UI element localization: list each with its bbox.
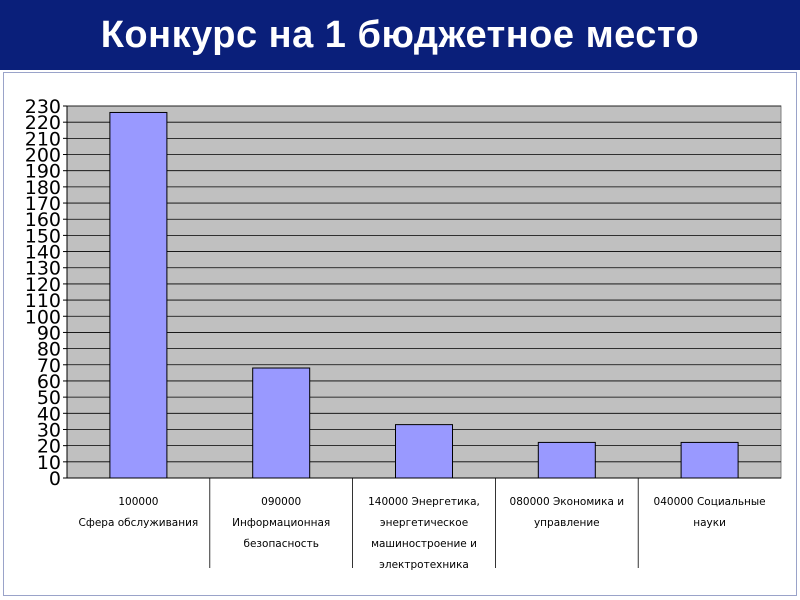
bar (109, 111, 168, 479)
x-tick-label: 140000 Энергетика, (368, 496, 480, 508)
y-tick-label: 180 (25, 177, 61, 199)
y-tick-label: 130 (25, 258, 61, 280)
bar (395, 424, 453, 479)
y-tick-label: 170 (25, 193, 61, 215)
x-tick-label: машиностроение и (371, 538, 477, 550)
bar-chart: 0102030405060708090100110120130140150160… (25, 96, 782, 571)
y-tick-label: 70 (37, 355, 61, 377)
y-tick-label: 200 (25, 145, 61, 167)
x-tick-label: безопасность (244, 538, 319, 550)
x-tick-label: 100000 (118, 496, 158, 508)
y-tick-label: 220 (25, 112, 61, 134)
y-tick-label: 110 (25, 290, 61, 312)
y-tick-label: 40 (37, 403, 61, 425)
bar (252, 367, 311, 479)
y-tick-label: 120 (25, 274, 61, 296)
y-tick-label: 0 (49, 468, 61, 490)
y-tick-label: 210 (25, 128, 61, 150)
y-tick-label: 100 (25, 306, 61, 328)
x-tick-label: Сфера обслуживания (79, 517, 199, 529)
y-tick-label: 60 (37, 371, 61, 393)
bar (680, 441, 739, 479)
x-tick-label: 040000 Социальные (654, 496, 766, 508)
y-tick-label: 140 (25, 242, 61, 264)
x-tick-label: энергетическое (380, 517, 468, 529)
chart-frame: 0 10 20 30 40 50 60 70 80 90 100 110 120 130 140 150 160… (3, 72, 797, 596)
y-tick-label: 20 (37, 436, 61, 458)
bar (537, 441, 596, 479)
x-tick-label: электротехника (379, 559, 469, 571)
y-tick-label: 30 (37, 419, 61, 441)
x-tick-label: Информационная (232, 517, 330, 529)
y-tick-label: 190 (25, 161, 61, 183)
x-tick-label: 080000 Экономика и (510, 496, 625, 508)
x-tick-label: науки (693, 517, 726, 529)
plot-area (66, 105, 782, 479)
page-title: Конкурс на 1 бюджетное место (100, 13, 700, 56)
x-tick-label: 090000 (261, 496, 301, 508)
y-tick-label: 90 (37, 322, 61, 344)
y-tick-label: 80 (37, 339, 61, 361)
y-tick-label: 230 (25, 96, 61, 118)
y-tick-label: 160 (25, 209, 61, 231)
y-tick-label: 50 (37, 387, 61, 409)
x-tick-label: управление (534, 517, 600, 529)
y-tick-label: 150 (25, 225, 61, 247)
title-bar: Конкурс на 1 бюджетное место (0, 0, 800, 70)
y-tick-label: 10 (37, 452, 61, 474)
